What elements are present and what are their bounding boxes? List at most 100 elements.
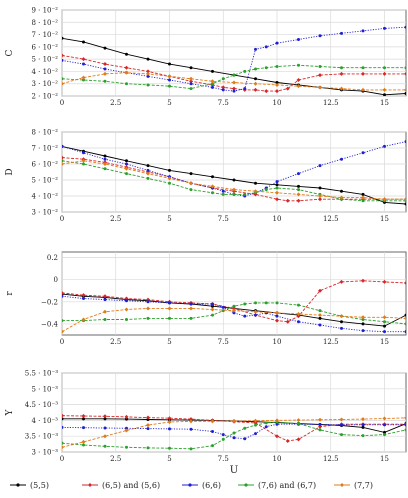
y-tick-label: 7 · 10⁻² xyxy=(31,145,58,153)
data-point xyxy=(232,436,236,440)
data-point xyxy=(146,164,150,168)
data-point xyxy=(318,65,322,69)
data-point xyxy=(211,304,214,308)
data-point xyxy=(318,417,322,422)
data-point xyxy=(62,441,64,445)
data-point xyxy=(404,140,406,144)
data-point xyxy=(62,155,64,160)
data-point xyxy=(404,280,406,285)
data-point xyxy=(189,306,193,311)
data-point xyxy=(62,425,64,429)
data-point xyxy=(125,417,128,421)
data-point xyxy=(297,37,300,41)
data-point xyxy=(404,313,406,317)
data-point xyxy=(275,434,279,439)
data-point xyxy=(297,184,300,188)
data-point xyxy=(189,87,193,91)
data-point xyxy=(146,83,150,87)
data-point xyxy=(167,419,172,424)
data-point xyxy=(285,438,290,443)
chart-panel-1: 0 2.5 5 7.5 10 12.5 15 2 · 10⁻² 3 · 10⁻² 4 · 10⁻²… xyxy=(5,7,407,107)
x-tick-label: 0 xyxy=(60,99,64,107)
data-point xyxy=(62,329,64,334)
data-point xyxy=(318,34,322,38)
x-tick-label: 12.5 xyxy=(323,99,339,107)
chart-panel-3: 0 2.5 5 7.5 10 12.5 15 −0.4 −0.2 0 0.2 r xyxy=(5,251,407,346)
data-point xyxy=(232,187,236,192)
data-point xyxy=(146,168,150,172)
data-point xyxy=(211,302,214,306)
data-point xyxy=(361,329,365,333)
data-point xyxy=(254,432,257,436)
data-point xyxy=(383,66,386,70)
data-point xyxy=(318,73,322,78)
data-point xyxy=(81,317,86,322)
data-point xyxy=(383,324,386,328)
series-line xyxy=(62,64,406,90)
data-point xyxy=(103,417,107,421)
data-point xyxy=(146,415,150,420)
legend-label: (5,5) xyxy=(30,481,49,490)
data-point xyxy=(168,62,171,66)
legend-swatch-marker xyxy=(16,483,20,487)
data-point xyxy=(189,419,193,424)
data-point xyxy=(124,166,129,171)
data-point xyxy=(62,290,64,295)
y-tick-label: 3.5 · 10⁻³ xyxy=(25,433,58,441)
data-point xyxy=(232,89,236,93)
x-tick-label: 2.5 xyxy=(110,455,121,463)
data-point xyxy=(296,78,301,83)
data-point xyxy=(189,82,193,86)
data-point xyxy=(296,311,301,316)
series-line xyxy=(62,302,406,325)
x-tick-label: 7.5 xyxy=(218,99,229,107)
data-point xyxy=(404,66,406,70)
legend-swatch-marker xyxy=(340,483,344,487)
data-point xyxy=(253,189,258,194)
legend-label: (7,6) and (6,7) xyxy=(258,481,316,490)
data-point xyxy=(318,164,322,168)
data-point xyxy=(275,89,279,94)
data-point xyxy=(146,69,150,74)
plot-area xyxy=(62,413,406,451)
data-point xyxy=(124,414,129,419)
y-axis-label: D xyxy=(5,168,15,175)
series-3 xyxy=(62,294,406,334)
data-point xyxy=(264,89,269,94)
data-point xyxy=(210,307,215,312)
data-point xyxy=(124,428,129,433)
data-point xyxy=(103,414,107,419)
data-point xyxy=(297,63,300,67)
data-point xyxy=(124,70,129,75)
data-point xyxy=(254,423,257,427)
x-tick-label: 2.5 xyxy=(110,215,121,223)
x-tick-label: 10 xyxy=(273,215,282,223)
data-point xyxy=(383,423,386,427)
data-point xyxy=(404,197,406,202)
y-tick-label: 5 · 10⁻² xyxy=(31,177,58,185)
series-line xyxy=(62,26,406,92)
series-line xyxy=(62,141,406,197)
y-tick-label: 6 · 10⁻² xyxy=(31,43,58,51)
data-point xyxy=(210,79,215,84)
y-tick-label: 0 xyxy=(54,276,58,284)
data-point xyxy=(297,320,300,324)
x-tick-label: 15 xyxy=(380,455,389,463)
data-point xyxy=(318,85,322,90)
y-axis-label: Y xyxy=(5,408,15,416)
data-point xyxy=(339,314,344,319)
data-point xyxy=(81,158,86,163)
data-point xyxy=(253,81,258,86)
data-point xyxy=(243,426,247,430)
data-point xyxy=(81,413,86,418)
data-point xyxy=(232,178,236,182)
data-point xyxy=(296,437,301,442)
data-point xyxy=(297,172,300,176)
data-point xyxy=(318,309,322,313)
data-point xyxy=(264,45,268,49)
data-point xyxy=(383,320,386,324)
data-point xyxy=(296,192,301,197)
data-point xyxy=(232,419,236,424)
data-point xyxy=(62,36,64,40)
x-tick-label: 7.5 xyxy=(218,338,229,346)
